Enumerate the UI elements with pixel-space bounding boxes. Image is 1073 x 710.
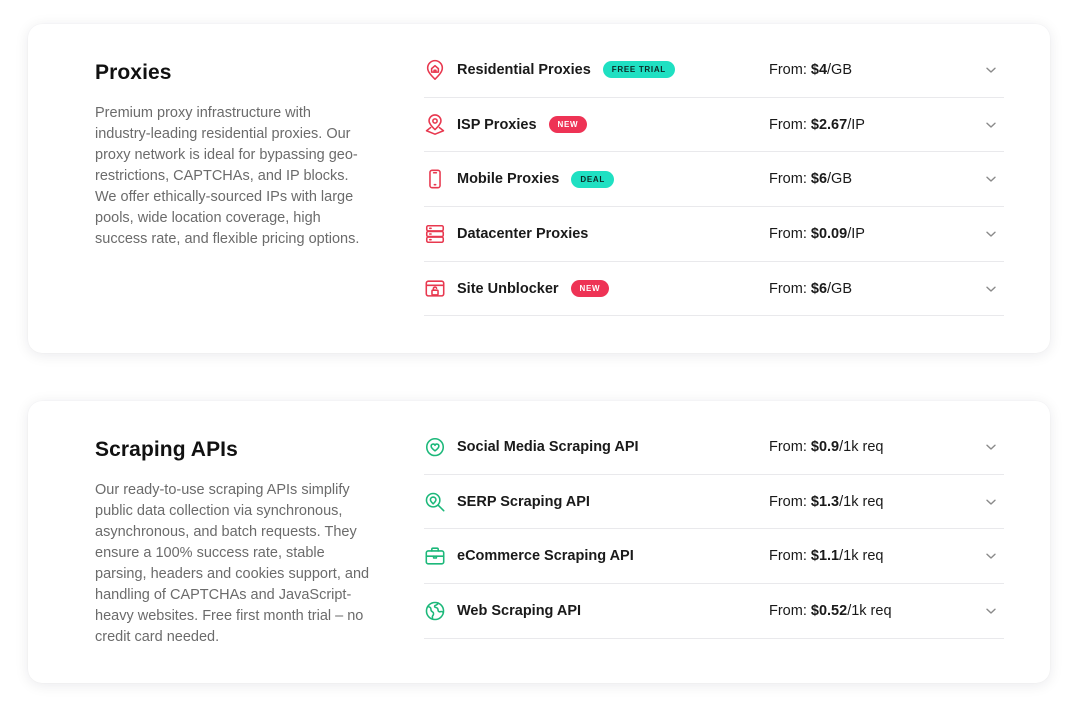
- scraping-apis-description: Our ready-to-use scraping APIs simplify …: [95, 482, 370, 645]
- product-row-datacenter-proxies[interactable]: Datacenter Proxies From: $0.09/IP: [424, 207, 1004, 262]
- search-pin-icon: [424, 491, 446, 513]
- product-price: From: $0.09/IP: [769, 225, 865, 242]
- mobile-phone-icon: [424, 168, 446, 190]
- proxies-intro: Proxies Premium proxy infrastructure wit…: [95, 60, 370, 250]
- product-name: Mobile Proxies: [457, 171, 560, 188]
- chevron-down-icon[interactable]: [984, 227, 998, 241]
- product-name: Web Scraping API: [457, 602, 582, 619]
- unlock-browser-icon: [424, 278, 446, 300]
- chevron-down-icon[interactable]: [984, 172, 998, 186]
- product-price: From: $0.52/1k req: [769, 602, 892, 619]
- product-name: Datacenter Proxies: [457, 225, 589, 242]
- chevron-down-icon[interactable]: [984, 604, 998, 618]
- product-row-ecommerce-scraping-api[interactable]: eCommerce Scraping API From: $1.1/1k req: [424, 529, 1004, 585]
- product-row-web-scraping-api[interactable]: Web Scraping API From: $0.52/1k req: [424, 584, 1004, 639]
- product-row-isp-proxies[interactable]: ISP Proxies NEW From: $2.67/IP: [424, 98, 1004, 153]
- server-stack-icon: [424, 223, 446, 245]
- heart-chat-icon: [424, 436, 446, 458]
- scraping-apis-intro: Scraping APIs Our ready-to-use scraping …: [95, 437, 370, 648]
- product-price: From: $1.1/1k req: [769, 548, 884, 565]
- scraping-apis-card: Scraping APIs Our ready-to-use scraping …: [28, 401, 1050, 683]
- new-badge: NEW: [548, 116, 588, 134]
- new-badge: NEW: [570, 280, 610, 298]
- product-price: From: $0.9/1k req: [769, 438, 884, 455]
- chevron-down-icon[interactable]: [984, 495, 998, 509]
- deal-badge: DEAL: [571, 170, 614, 188]
- globe-icon: [424, 600, 446, 622]
- product-row-site-unblocker[interactable]: Site Unblocker NEW From: $6/GB: [424, 262, 1004, 317]
- chevron-down-icon[interactable]: [984, 282, 998, 296]
- product-price: From: $6/GB: [769, 171, 853, 188]
- home-pin-icon: [424, 59, 446, 81]
- proxies-description: Premium proxy infrastructure with indust…: [95, 105, 360, 247]
- scraping-apis-product-list: Social Media Scraping API From: $0.9/1k …: [424, 420, 1004, 639]
- product-row-social-media-scraping-api[interactable]: Social Media Scraping API From: $0.9/1k …: [424, 420, 1004, 475]
- chevron-down-icon[interactable]: [984, 63, 998, 77]
- product-name: Residential Proxies: [457, 61, 591, 78]
- product-name: Site Unblocker: [457, 280, 559, 297]
- product-row-serp-scraping-api[interactable]: SERP Scraping API From: $1.3/1k req: [424, 475, 1004, 530]
- product-name: eCommerce Scraping API: [457, 548, 634, 565]
- chevron-down-icon[interactable]: [984, 118, 998, 132]
- product-name: ISP Proxies: [457, 116, 537, 133]
- product-price: From: $6/GB: [769, 280, 853, 297]
- product-price: From: $4/GB: [769, 61, 853, 78]
- product-row-mobile-proxies[interactable]: Mobile Proxies DEAL From: $6/GB: [424, 152, 1004, 208]
- product-name: SERP Scraping API: [457, 493, 590, 510]
- proxies-card: Proxies Premium proxy infrastructure wit…: [28, 24, 1050, 353]
- location-pin-icon: [424, 113, 446, 136]
- chevron-down-icon[interactable]: [984, 549, 998, 563]
- product-name: Social Media Scraping API: [457, 438, 639, 455]
- scraping-apis-title: Scraping APIs: [95, 438, 238, 461]
- proxies-title: Proxies: [95, 61, 172, 84]
- proxies-product-list: Residential Proxies FREE TRIAL From: $4/…: [424, 43, 1004, 317]
- product-row-residential-proxies[interactable]: Residential Proxies FREE TRIAL From: $4/…: [424, 43, 1004, 98]
- product-price: From: $1.3/1k req: [769, 493, 884, 510]
- briefcase-icon: [424, 545, 446, 567]
- chevron-down-icon[interactable]: [984, 440, 998, 454]
- free-trial-badge: FREE TRIAL: [602, 61, 675, 79]
- product-price: From: $2.67/IP: [769, 116, 865, 133]
